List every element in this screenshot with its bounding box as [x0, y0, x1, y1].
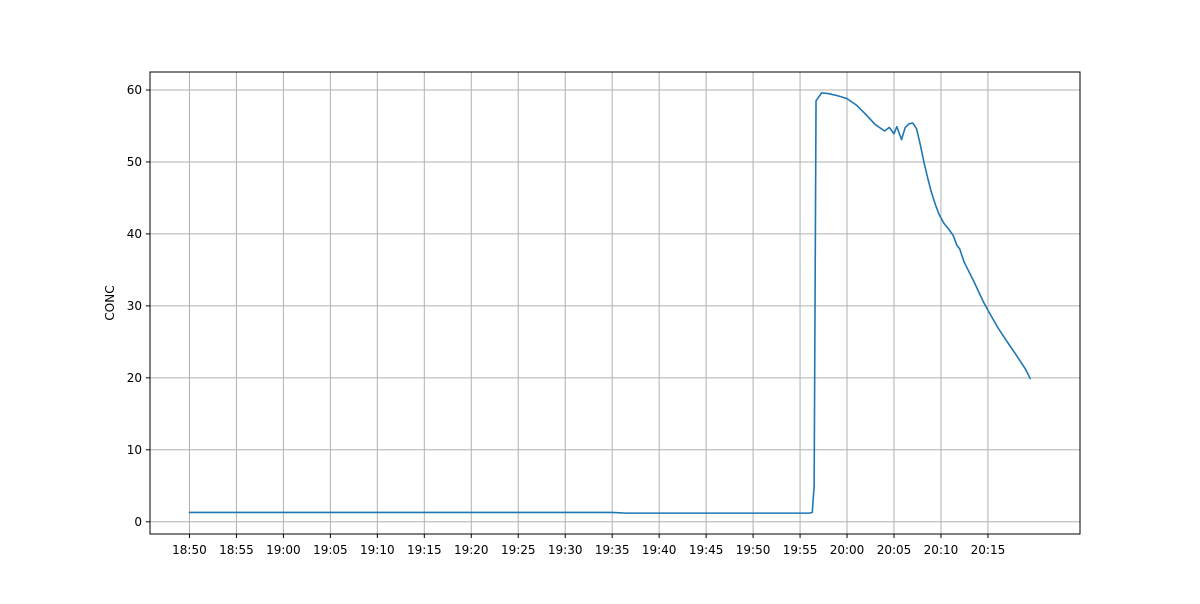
y-axis-label: CONC [103, 285, 117, 320]
x-tick-label: 19:15 [407, 543, 442, 557]
x-tick-label: 20:00 [830, 543, 865, 557]
y-tick-label: 60 [127, 83, 142, 97]
series-layer [188, 92, 1032, 514]
y-tick-label: 50 [127, 155, 142, 169]
grid [150, 72, 1080, 534]
x-tick-label: 18:55 [219, 543, 254, 557]
y-tick-label: 30 [127, 299, 142, 313]
x-tick-label: 19:00 [266, 543, 301, 557]
x-tick-label: 19:55 [783, 543, 818, 557]
x-tick-label: 19:25 [501, 543, 536, 557]
y-tick-label: 40 [127, 227, 142, 241]
x-tick-label: 18:50 [172, 543, 207, 557]
x-axis: 18:50 18:55 19:00 19:05 19:10 19:15 19:20 19:25… [172, 534, 1005, 557]
x-tick-label: 19:05 [313, 543, 348, 557]
x-tick-label: 19:30 [548, 543, 583, 557]
y-tick-label: 20 [127, 371, 142, 385]
x-tick-label: 20:05 [877, 543, 912, 557]
series-line [188, 92, 1032, 514]
y-axis: 0 10 20 30 40 50 60 [127, 83, 150, 529]
y-tick-label: 0 [134, 515, 142, 529]
x-tick-label: 20:10 [924, 543, 959, 557]
x-tick-label: 19:20 [454, 543, 489, 557]
x-tick-label: 20:15 [971, 543, 1006, 557]
x-tick-label: 19:35 [595, 543, 630, 557]
x-tick-label: 19:10 [360, 543, 395, 557]
plot-frame [149, 71, 1081, 535]
y-tick-label: 10 [127, 443, 142, 457]
x-tick-label: 19:40 [642, 543, 677, 557]
x-tick-label: 19:50 [736, 543, 771, 557]
x-tick-label: 19:45 [689, 543, 724, 557]
